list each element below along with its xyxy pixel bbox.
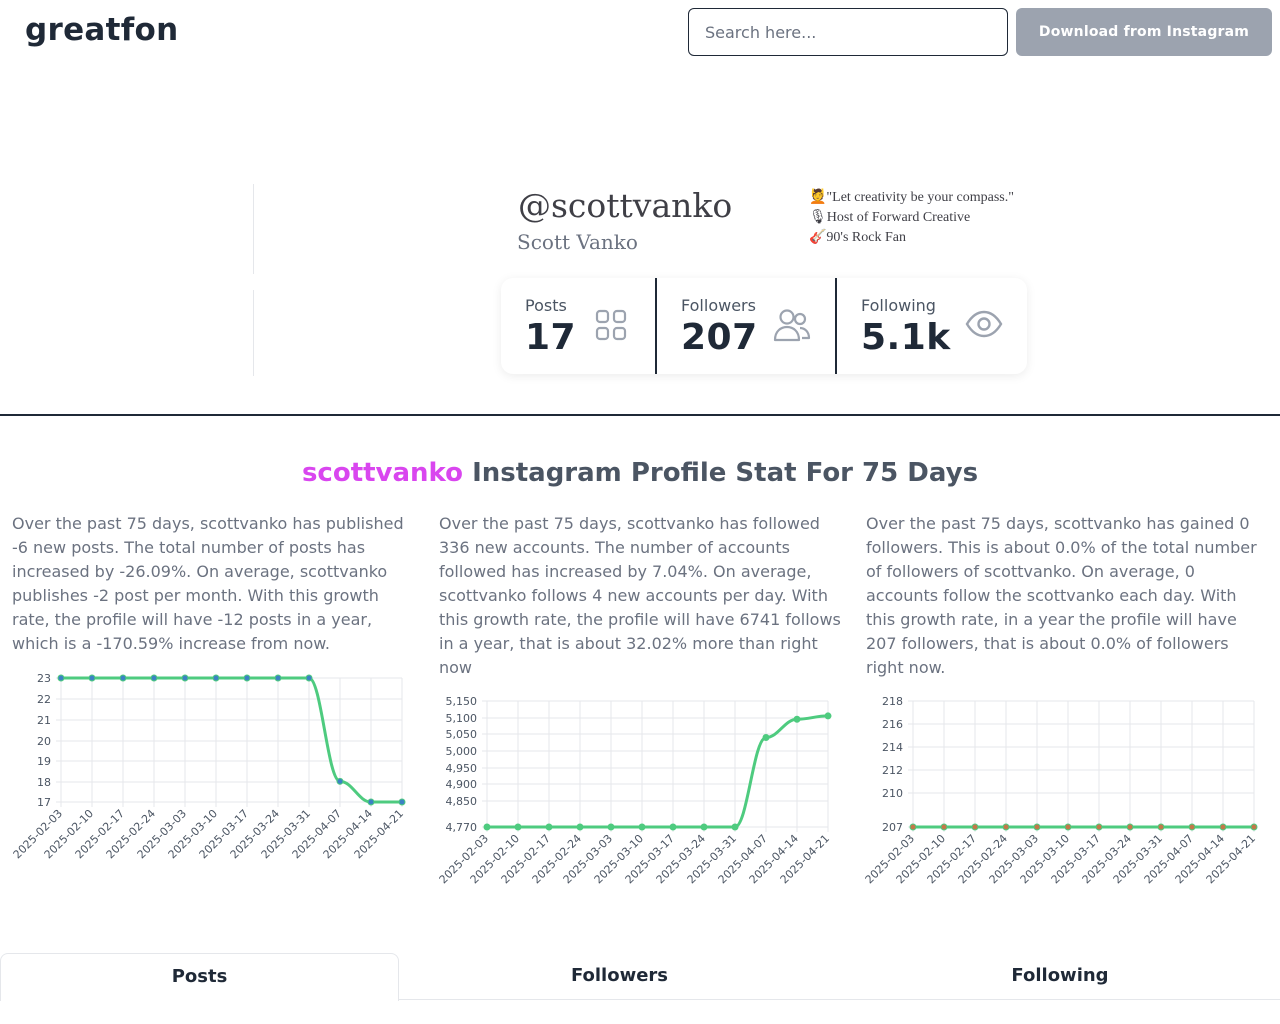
stat-label: Following: [861, 296, 936, 315]
data-point: [1095, 823, 1103, 831]
data-point: [181, 674, 189, 682]
title-username: scottvanko: [301, 458, 464, 488]
y-tick-label: 210: [882, 787, 903, 800]
data-point: [57, 674, 65, 682]
data-point: [305, 674, 313, 682]
data-point: [1157, 823, 1165, 831]
stat-followers: Followers 207: [655, 278, 835, 374]
bio-line: 🎸90's Rock Fan: [809, 230, 906, 245]
y-tick-label: 214: [882, 741, 903, 754]
data-point: [762, 733, 770, 741]
bio-line: 🎙Host of Forward Creative: [809, 210, 971, 225]
series-line: [487, 714, 829, 829]
data-point: [336, 777, 344, 785]
y-tick-label: 4,770: [446, 821, 478, 834]
followers-chart: 2182162142122102072025-02-032025-02-1020…: [863, 695, 1258, 886]
series-line: [61, 676, 402, 804]
section-divider: [0, 414, 1280, 416]
search-input[interactable]: [688, 8, 1008, 56]
profile-bio: 💆"Let creativity be your compass." 🎙Host…: [809, 188, 1014, 248]
data-point: [545, 823, 553, 831]
avatar-divider: [253, 290, 254, 376]
data-point: [793, 715, 801, 723]
data-point: [1126, 823, 1134, 831]
bio-line: 💆"Let creativity be your compass.": [809, 190, 1014, 205]
data-point: [824, 712, 832, 720]
y-tick-label: 5,150: [446, 695, 478, 708]
data-point: [398, 798, 406, 806]
y-tick-label: 4,950: [446, 762, 478, 775]
title-text: Instagram Profile Stat For 75 Days: [463, 458, 979, 488]
stats-section-title: scottvanko Instagram Profile Stat For 75…: [0, 458, 1280, 488]
y-tick-label: 207: [882, 821, 903, 834]
stat-value: 17: [525, 317, 577, 358]
data-point: [1250, 823, 1258, 831]
data-point: [119, 674, 127, 682]
grid-icon: [595, 309, 627, 341]
data-point: [1064, 823, 1072, 831]
tab-posts[interactable]: Posts: [0, 953, 399, 1001]
data-point: [274, 674, 282, 682]
data-point: [1002, 823, 1010, 831]
data-point: [1219, 823, 1227, 831]
tab-following[interactable]: Following: [1011, 965, 1109, 986]
data-point: [212, 674, 220, 682]
tab-underline: [398, 999, 1280, 1000]
y-tick-label: 5,000: [446, 745, 478, 758]
stat-label: Posts: [525, 296, 567, 315]
y-tick-label: 20: [37, 735, 51, 748]
following-chart: 5,150 5,100 5,050 5,000 4,950 4,900 4,850 4,770…: [437, 695, 832, 886]
data-point: [638, 823, 646, 831]
avatar-divider: [253, 184, 254, 274]
y-tick-label: 17: [37, 796, 51, 809]
stat-following: Following 5.1k: [835, 278, 1027, 374]
stat-posts: Posts 17: [501, 278, 655, 374]
data-point: [909, 823, 917, 831]
y-tick-label: 5,100: [446, 712, 478, 725]
stats-card: Posts 17 Followers 207 Following 5.1k: [501, 278, 1027, 374]
y-tick-label: 18: [37, 776, 51, 789]
tab-bar: Posts Followers Following: [0, 953, 1280, 1001]
data-point: [88, 674, 96, 682]
data-point: [669, 823, 677, 831]
data-point: [607, 823, 615, 831]
eye-icon: [965, 310, 1003, 338]
site-logo[interactable]: greatfon: [25, 12, 179, 48]
data-point: [483, 823, 491, 831]
y-tick-label: 216: [882, 718, 903, 731]
data-point: [1188, 823, 1196, 831]
data-point: [940, 823, 948, 831]
posts-description: Over the past 75 days, scottvanko has pu…: [12, 514, 404, 653]
y-tick-label: 21: [37, 714, 51, 727]
profile-full-name: Scott Vanko: [517, 230, 638, 254]
data-point: [731, 823, 739, 831]
y-tick-label: 22: [37, 693, 51, 706]
data-point: [150, 674, 158, 682]
y-tick-label: 5,050: [446, 728, 478, 741]
y-tick-label: 218: [882, 695, 903, 708]
stat-value: 207: [681, 317, 758, 358]
data-point: [971, 823, 979, 831]
followers-description: Over the past 75 days, scottvanko has ga…: [866, 514, 1257, 677]
y-tick-label: 4,850: [446, 795, 478, 808]
y-tick-label: 23: [37, 672, 51, 685]
download-button[interactable]: Download from Instagram: [1016, 8, 1272, 56]
data-point: [514, 823, 522, 831]
y-tick-label: 4,900: [446, 778, 478, 791]
stat-value: 5.1k: [861, 317, 951, 358]
data-point: [367, 798, 375, 806]
stat-label: Followers: [681, 296, 756, 315]
data-point: [576, 823, 584, 831]
users-icon: [773, 309, 811, 342]
y-tick-label: 19: [37, 755, 51, 768]
tab-followers[interactable]: Followers: [570, 965, 669, 986]
profile-handle: @scottvanko: [518, 186, 733, 225]
following-description: Over the past 75 days, scottvanko has fo…: [439, 514, 841, 677]
data-point: [243, 674, 251, 682]
y-tick-label: 212: [882, 764, 903, 777]
posts-chart: 232221201918172025-02-032025-02-102025-0…: [11, 672, 406, 861]
data-point: [1033, 823, 1041, 831]
data-point: [700, 823, 708, 831]
